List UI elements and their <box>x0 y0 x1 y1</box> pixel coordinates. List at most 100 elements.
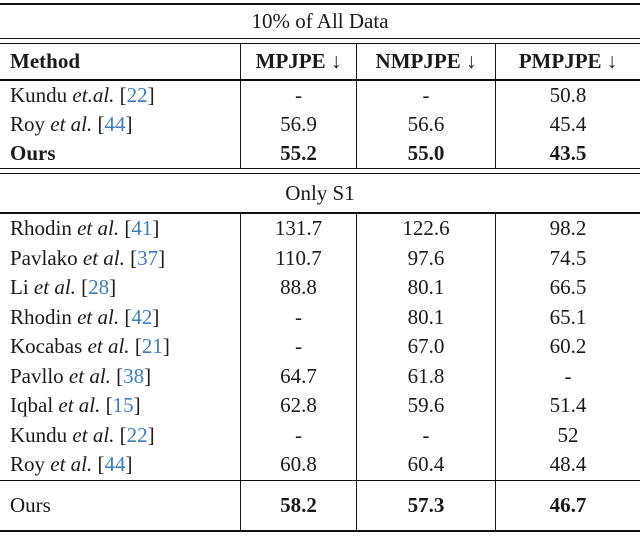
table-row: Kocabas et al. [21] - 67.0 60.2 <box>0 332 640 362</box>
citation-bracket: [ <box>97 112 105 136</box>
citation-bracket: ] <box>144 363 152 388</box>
table-row: Pavllo et al. [38] 64.7 61.8 - <box>0 361 640 392</box>
citation-link[interactable]: 22 <box>126 422 148 447</box>
method-name: Pavlako <box>10 245 78 270</box>
value-cell: 51.4 <box>495 391 640 421</box>
citation-bracket: ] <box>125 452 133 477</box>
method-cell: Kocabas et al. [21] <box>0 332 240 362</box>
method-cell: Kundu et.al. [22] <box>0 81 240 110</box>
table-row: Rhodin et al. [41] 131.7 122.6 98.2 <box>0 214 640 244</box>
col-header-method: Method <box>10 49 80 73</box>
value-cell: 131.7 <box>240 214 356 244</box>
table-rule <box>0 479 640 481</box>
citation-bracket: [ <box>134 334 142 359</box>
method-name: Pavllo <box>10 363 64 388</box>
method-name: Li <box>10 275 29 300</box>
citation-link[interactable]: 15 <box>112 393 134 418</box>
table-row: Pavlako et al. [37] 110.7 97.6 74.5 <box>0 243 640 274</box>
citation-bracket: ] <box>162 334 170 359</box>
citation-bracket: ] <box>152 216 160 241</box>
citation-link[interactable]: 37 <box>137 245 159 270</box>
table-rule <box>0 212 640 214</box>
table-rule-top <box>0 3 640 5</box>
etal-text: et al. <box>82 334 135 359</box>
etal-text: et al. <box>28 275 82 300</box>
citation-bracket: ] <box>158 245 166 270</box>
method-name: Kundu <box>10 422 68 447</box>
value-cell: - <box>240 81 356 110</box>
table-rule <box>0 79 640 81</box>
method-cell: Ours <box>10 141 56 165</box>
table-double-rule <box>0 168 640 174</box>
citation-link[interactable]: 41 <box>131 216 153 241</box>
method-cell: Rhodin et al. [41] <box>0 214 240 244</box>
value-cell: - <box>240 420 356 450</box>
table-row: Kundu et.al. [22] - - 50.8 <box>0 81 640 110</box>
section-title-top: 10% of All Data <box>251 9 389 33</box>
citation-bracket: ] <box>125 112 133 136</box>
citation-bracket: [ <box>97 452 105 477</box>
method-cell: Kundu et al. [22] <box>0 421 240 451</box>
value-cell: 56.6 <box>356 110 495 139</box>
value-cell: - <box>240 302 356 332</box>
method-cell: Pavlako et al. [37] <box>0 244 240 274</box>
table-row: Kundu et al. [22] - - 52 <box>0 420 640 451</box>
etal-text: et al. <box>71 216 125 241</box>
method-name: Roy <box>10 452 46 477</box>
citation-bracket: ] <box>147 422 155 447</box>
value-cell: 64.7 <box>240 361 356 391</box>
method-cell: Pavllo et al. [38] <box>0 362 240 392</box>
value-cell: 52 <box>495 420 640 450</box>
citation-link[interactable]: 28 <box>88 275 110 300</box>
etal-text: et al. <box>77 245 131 270</box>
citation-link[interactable]: 42 <box>131 304 153 329</box>
value-cell: 57.3 <box>356 480 495 530</box>
value-cell: 55.2 <box>240 139 356 168</box>
citation-link[interactable]: 44 <box>104 112 126 136</box>
value-cell: 43.5 <box>495 139 640 168</box>
table-row: Li et al. [28] 88.8 80.1 66.5 <box>0 273 640 303</box>
etal-text: et al. <box>67 422 120 447</box>
table-row-ours-footer: Ours 58.2 57.3 46.7 <box>0 480 640 530</box>
citation-bracket: ] <box>152 304 160 329</box>
value-cell: - <box>356 81 495 110</box>
value-cell: 88.8 <box>240 273 356 303</box>
value-cell: 59.6 <box>356 391 495 421</box>
value-cell: 74.5 <box>495 243 640 273</box>
table-row: Iqbal et al. [15] 62.8 59.6 51.4 <box>0 391 640 421</box>
table-row: Rhodin et al. [42] - 80.1 65.1 <box>0 302 640 333</box>
citation-bracket: [ <box>124 216 132 241</box>
value-cell: 62.8 <box>240 391 356 421</box>
citation-link[interactable]: 44 <box>104 452 126 477</box>
value-cell: 45.4 <box>495 110 640 139</box>
col-header-pmpjpe: PMPJPE ↓ <box>495 44 640 79</box>
value-cell: 56.9 <box>240 110 356 139</box>
table-double-rule <box>0 38 640 44</box>
method-cell: Roy et al. [44] <box>0 450 240 480</box>
section-title-mid: Only S1 <box>285 180 355 205</box>
value-cell: 60.8 <box>240 450 356 480</box>
citation-link[interactable]: 21 <box>141 334 163 359</box>
citation-bracket: [ <box>105 393 113 418</box>
etal-text: et.al. <box>67 83 120 107</box>
value-cell: 122.6 <box>356 214 495 244</box>
citation-link[interactable]: 22 <box>126 83 148 107</box>
citation-bracket: ] <box>147 83 155 107</box>
value-cell: 58.2 <box>240 480 356 530</box>
citation-link[interactable]: 38 <box>123 363 145 388</box>
citation-bracket: ] <box>109 275 117 300</box>
method-cell: Rhodin et al. [42] <box>0 303 240 333</box>
method-name: Iqbal <box>10 393 54 418</box>
citation-bracket: [ <box>119 83 127 107</box>
value-cell: - <box>495 361 640 391</box>
value-cell: 66.5 <box>495 273 640 303</box>
value-cell: 110.7 <box>240 243 356 273</box>
value-cell: 67.0 <box>356 332 495 362</box>
etal-text: et al. <box>53 393 106 418</box>
method-cell: Li et al. [28] <box>0 273 240 303</box>
col-header-nmpjpe: NMPJPE ↓ <box>356 44 495 79</box>
value-cell: 55.0 <box>356 139 495 168</box>
etal-text: et al. <box>63 363 117 388</box>
method-name: Rhodin <box>10 216 72 241</box>
method-name: Kundu <box>10 83 68 107</box>
